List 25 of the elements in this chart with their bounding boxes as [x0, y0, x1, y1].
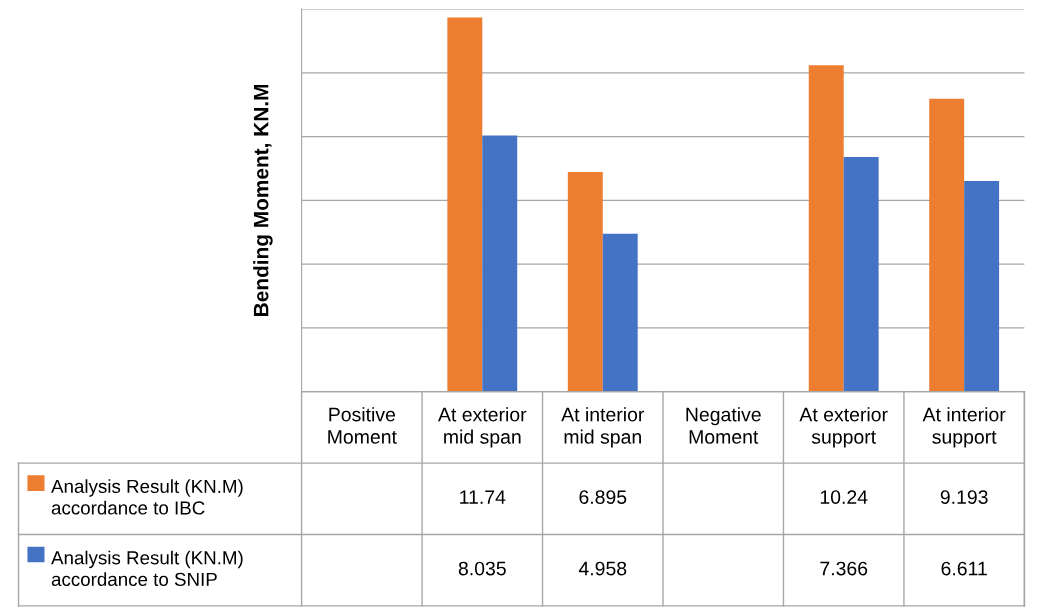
data-label: 7.366: [820, 561, 868, 576]
data-label: 10.24: [820, 490, 868, 504]
x-tick-label: Positive Moment: [328, 407, 397, 444]
y-axis-title: Bending Moment, KN.M: [253, 84, 273, 316]
bar: [808, 65, 844, 392]
bar: [964, 180, 1000, 392]
legend-label: Analysis Result (KN.M) accordance to SNIP: [51, 550, 243, 586]
data-label: 6.611: [941, 561, 987, 576]
data-label: 6.895: [579, 490, 627, 504]
x-tick-label: At exterior support: [799, 407, 888, 448]
legend-label: Analysis Result (KN.M) accordance to IBC: [51, 479, 243, 515]
bar: [602, 233, 638, 392]
bar: [567, 171, 603, 392]
bar: [843, 156, 879, 392]
data-label: 4.958: [578, 561, 627, 576]
x-tick-label: At exterior mid span: [438, 407, 527, 448]
x-tick-label: At interior mid span: [561, 407, 645, 448]
bar: [929, 98, 965, 392]
x-tick-label: At interior support: [922, 407, 1006, 448]
x-tick-label: Negative Moment: [686, 407, 761, 444]
bar: [482, 135, 518, 392]
data-label: 8.035: [458, 561, 506, 576]
data-label: 9.193: [940, 490, 988, 504]
data-label: 11.74: [460, 490, 506, 504]
bar: [447, 17, 483, 392]
